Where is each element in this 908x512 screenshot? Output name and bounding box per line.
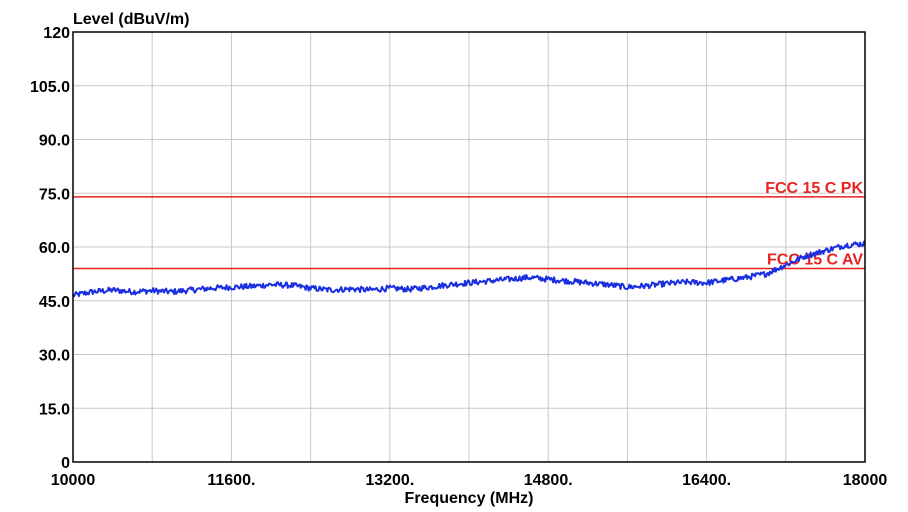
x-tick-labels: 10000 11600. 13200. 14800. 16400. 18000 (51, 472, 888, 489)
plot-frame (72, 31, 866, 463)
y-tick-labels: 0 15.0 30.0 45.0 60.0 75.0 90.0 105.0 120 (30, 25, 70, 472)
limit-label: FCC 15 C AV (767, 252, 863, 269)
y-tick-label: 0 (61, 455, 70, 472)
limit-lines: FCC 15 C PK FCC 15 C AV (73, 180, 865, 270)
y-tick-label: 45.0 (39, 294, 70, 311)
y-tick-label: 15.0 (39, 401, 70, 418)
x-tick-label: 10000 (51, 472, 96, 489)
x-tick-label: 14800. (524, 472, 573, 489)
series-line (72, 240, 866, 298)
y-axis-title: Level (dBuV/m) (73, 11, 189, 28)
y-tick-label: 90.0 (39, 133, 70, 150)
x-tick-label: 11600. (207, 472, 255, 489)
y-tick-label: 60.0 (39, 240, 70, 257)
y-tick-label: 120 (43, 25, 70, 42)
y-tick-label: 30.0 (39, 348, 70, 365)
y-tick-label: 105.0 (30, 79, 70, 96)
y-tick-label: 75.0 (39, 186, 70, 203)
x-axis-title: Frequency (MHz) (405, 490, 534, 507)
grid-lines (73, 32, 865, 462)
x-tick-label: 18000 (843, 472, 888, 489)
limit-label: FCC 15 C PK (765, 180, 863, 197)
x-tick-label: 13200. (365, 472, 414, 489)
x-tick-label: 16400. (682, 472, 731, 489)
